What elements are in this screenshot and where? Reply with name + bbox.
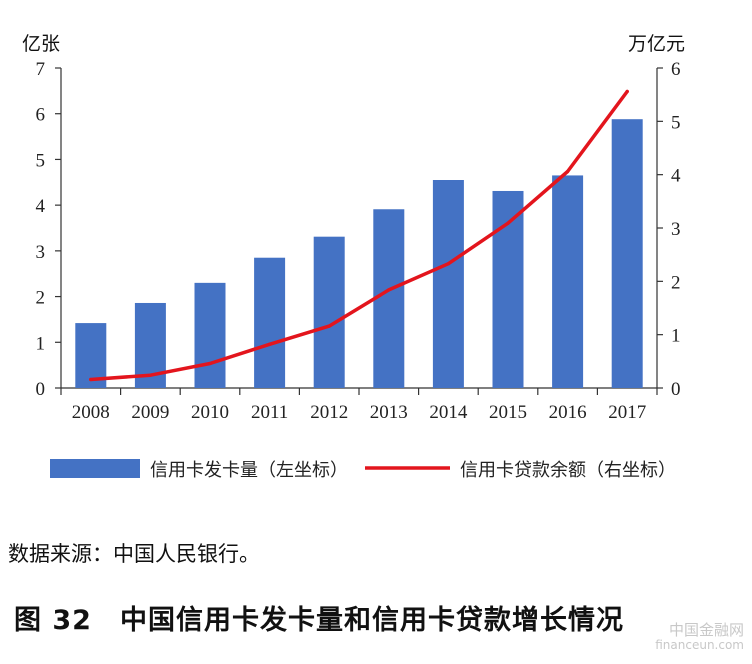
left-axis-unit: 亿张 — [22, 33, 60, 55]
left-tick-label: 3 — [36, 242, 46, 263]
chart: 0 1 2 3 4 5 6 7 0 1 2 3 4 5 6 2008 2009 2010 2011 2012 2013 2… — [22, 33, 685, 481]
right-tick-label: 6 — [671, 59, 681, 80]
data-source: 数据来源：中国人民银行。 — [8, 542, 260, 566]
x-tick-label: 2016 — [549, 402, 587, 423]
x-tick-label: 2012 — [310, 402, 348, 423]
right-axis-unit: 万亿元 — [628, 33, 685, 55]
x-tick-label: 2008 — [72, 402, 110, 423]
bar — [194, 282, 226, 388]
x-tick-label: 2015 — [489, 402, 527, 423]
line-point — [148, 373, 152, 377]
bar — [552, 175, 584, 388]
line-point — [327, 324, 331, 328]
right-tick-label: 2 — [671, 272, 681, 293]
x-tick-label: 2017 — [608, 402, 646, 423]
legend-label-line: 信用卡贷款余额（右坐标） — [460, 460, 676, 481]
line-point — [566, 169, 570, 174]
right-tick-label: 4 — [671, 166, 681, 187]
figure-caption: 图 32 中国信用卡发卡量和信用卡贷款增长情况 — [8, 598, 624, 637]
legend-swatch-bar — [50, 459, 140, 478]
left-tick-label: 0 — [36, 379, 46, 400]
figure-title: 中国信用卡发卡量和信用卡贷款增长情况 — [119, 605, 624, 636]
right-tick-label: 1 — [671, 326, 681, 347]
watermark-name: 中国金融网 — [668, 621, 744, 640]
line-point — [268, 342, 272, 346]
right-tick-label: 5 — [671, 112, 681, 133]
left-tick-label: 2 — [36, 288, 46, 309]
left-tick-label: 6 — [36, 105, 46, 126]
left-tick-label: 1 — [36, 333, 46, 354]
line-series — [89, 89, 629, 382]
line-point — [625, 89, 629, 94]
right-tick-label: 3 — [671, 219, 681, 240]
watermark-url: financeun.com — [655, 637, 744, 652]
bar — [611, 119, 643, 388]
left-tick-label: 7 — [36, 59, 46, 80]
line-point — [89, 377, 93, 382]
bar — [313, 236, 345, 388]
left-tick-label: 5 — [36, 150, 46, 171]
right-tick-label: 0 — [671, 379, 681, 400]
x-tick-label: 2013 — [370, 402, 408, 423]
x-tick-label: 2009 — [131, 402, 169, 423]
x-tick-label: 2010 — [191, 402, 229, 423]
line-point — [506, 221, 510, 225]
watermark: 中国金融网 financeun.com — [655, 622, 744, 652]
line-point — [208, 361, 212, 366]
x-tick-label: 2011 — [251, 402, 288, 423]
figure-number: 图 32 — [14, 605, 92, 636]
bar — [432, 180, 464, 388]
line-point — [446, 262, 450, 266]
bar — [254, 257, 286, 388]
bar — [492, 190, 524, 388]
left-tick-label: 4 — [36, 196, 46, 217]
legend-label-bar: 信用卡发卡量（左坐标） — [150, 460, 348, 481]
line-point — [387, 288, 391, 292]
x-tick-label: 2014 — [429, 402, 468, 423]
bar — [373, 209, 405, 388]
